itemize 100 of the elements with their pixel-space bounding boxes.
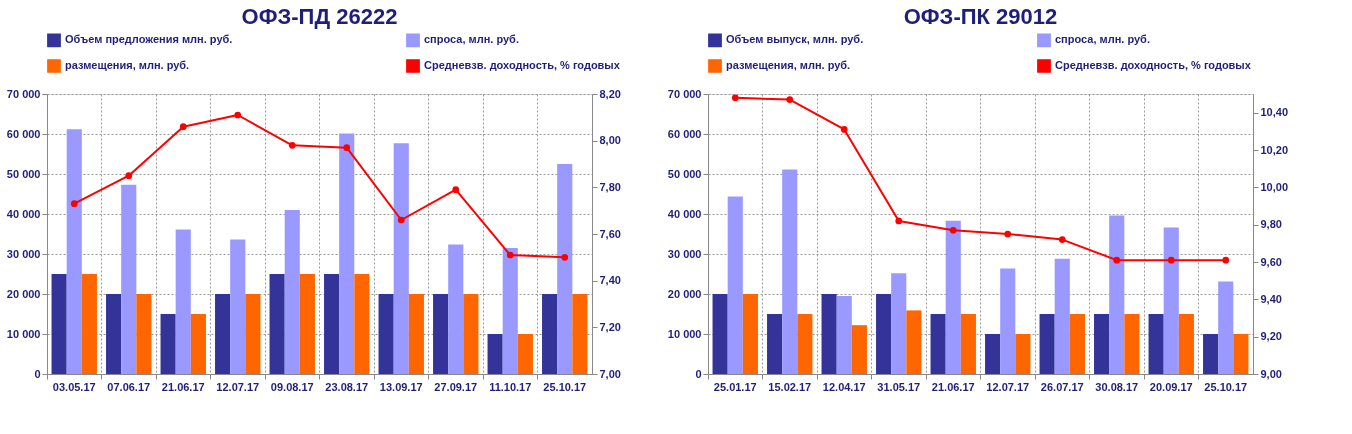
point xyxy=(506,251,514,259)
y-tick-label: 10 000 xyxy=(667,327,702,340)
y-tick-label: 0 xyxy=(34,367,41,380)
bar xyxy=(354,274,370,374)
y-tick-label: 60 000 xyxy=(6,127,41,140)
bar xyxy=(557,164,573,374)
bar xyxy=(245,294,261,374)
x-tick-label: 12.04.17 xyxy=(822,380,866,393)
point xyxy=(397,216,405,224)
y2-tick-label: 7,20 xyxy=(599,320,621,333)
bar xyxy=(1178,314,1194,374)
x-tick-label: 25.10.17 xyxy=(543,380,587,393)
bar xyxy=(136,294,152,374)
point xyxy=(949,226,957,234)
point xyxy=(234,111,242,119)
x-tick-label: 26.07.17 xyxy=(1040,380,1084,393)
bar xyxy=(712,294,728,374)
y2-tick-label: 10,00 xyxy=(1260,180,1289,193)
point xyxy=(840,126,848,133)
bar xyxy=(930,314,946,374)
point xyxy=(70,200,78,208)
x-tick-label: 20.09.17 xyxy=(1149,380,1193,393)
bar xyxy=(727,196,743,374)
y-tick-label: 30 000 xyxy=(667,247,702,260)
bar xyxy=(1039,314,1055,374)
y-tick-label: 40 000 xyxy=(667,207,702,220)
legend-label: размещения, млн. руб. xyxy=(726,59,851,71)
bar xyxy=(821,294,837,374)
point xyxy=(731,94,739,102)
bar xyxy=(284,210,300,374)
y-tick-label: 10 000 xyxy=(6,327,41,340)
point xyxy=(288,141,296,149)
legend-label: размещения, млн. руб. xyxy=(65,59,190,71)
x-tick-label: 12.07.17 xyxy=(986,380,1030,393)
bar xyxy=(1163,227,1179,374)
bar xyxy=(517,334,533,374)
x-tick-label: 23.08.17 xyxy=(325,380,369,393)
point xyxy=(343,144,351,152)
y2-tick-label: 9,00 xyxy=(1260,367,1282,380)
bar xyxy=(1233,334,1249,374)
y-tick-label: 70 000 xyxy=(667,87,702,100)
point xyxy=(125,172,133,180)
point xyxy=(1222,256,1230,264)
x-tick-label: 13.09.17 xyxy=(379,380,423,393)
bar xyxy=(175,229,191,374)
x-tick-label: 21.06.17 xyxy=(931,380,975,393)
y-tick-label: 0 xyxy=(695,367,702,380)
legend-label: спроса, млн. руб. xyxy=(1055,33,1150,46)
point xyxy=(1004,230,1012,238)
x-tick-label: 12.07.17 xyxy=(216,380,260,393)
bar xyxy=(851,325,867,374)
x-tick-label: 09.08.17 xyxy=(270,380,314,393)
bar xyxy=(433,294,449,374)
bar xyxy=(81,274,97,374)
bar xyxy=(121,184,137,374)
bar xyxy=(1148,314,1164,374)
bar xyxy=(945,220,961,374)
legend-label: Объем выпуск, млн. руб. xyxy=(726,33,864,46)
x-tick-label: 03.05.17 xyxy=(52,380,96,393)
y2-tick-label: 7,40 xyxy=(599,274,621,287)
y2-tick-label: 10,40 xyxy=(1260,106,1289,119)
y-tick-label: 60 000 xyxy=(667,127,702,140)
y-tick-label: 20 000 xyxy=(6,287,41,300)
chart-title: ОФЗ-ПК 29012 xyxy=(903,4,1058,29)
bar xyxy=(1054,258,1070,374)
bar xyxy=(1109,215,1125,374)
y2-tick-label: 8,20 xyxy=(599,87,621,100)
point xyxy=(452,186,460,194)
bar xyxy=(269,274,285,374)
x-tick-label: 31.05.17 xyxy=(877,380,921,393)
bar xyxy=(230,239,246,374)
x-tick-label: 25.10.17 xyxy=(1204,380,1248,393)
bar xyxy=(408,294,424,374)
legend-label: Объем предложения млн. руб. xyxy=(65,33,233,46)
legend-label: Средневзв. доходность, % годовых xyxy=(424,59,621,71)
y2-tick-label: 8,00 xyxy=(599,134,621,147)
y2-tick-label: 7,60 xyxy=(599,227,621,240)
bar xyxy=(378,294,394,374)
x-tick-label: 21.06.17 xyxy=(161,380,205,393)
y2-tick-label: 9,60 xyxy=(1260,255,1282,268)
bar xyxy=(1069,314,1085,374)
bar xyxy=(215,294,231,374)
bar xyxy=(190,314,206,374)
bar xyxy=(1000,268,1016,374)
bar xyxy=(1218,281,1234,374)
x-tick-label: 30.08.17 xyxy=(1095,380,1139,393)
bar xyxy=(906,310,922,374)
bar xyxy=(742,294,758,374)
y-tick-label: 30 000 xyxy=(6,247,41,260)
y-tick-label: 50 000 xyxy=(6,167,41,180)
y2-tick-label: 10,20 xyxy=(1260,143,1289,156)
bar xyxy=(463,294,479,374)
bar xyxy=(797,314,813,374)
y-tick-label: 40 000 xyxy=(6,207,41,220)
bar xyxy=(487,334,503,374)
bar xyxy=(836,296,852,374)
legend-label: спроса, млн. руб. xyxy=(424,33,519,46)
y2-tick-label: 7,00 xyxy=(599,367,621,380)
point xyxy=(1113,256,1121,264)
x-tick-label: 15.02.17 xyxy=(768,380,812,393)
